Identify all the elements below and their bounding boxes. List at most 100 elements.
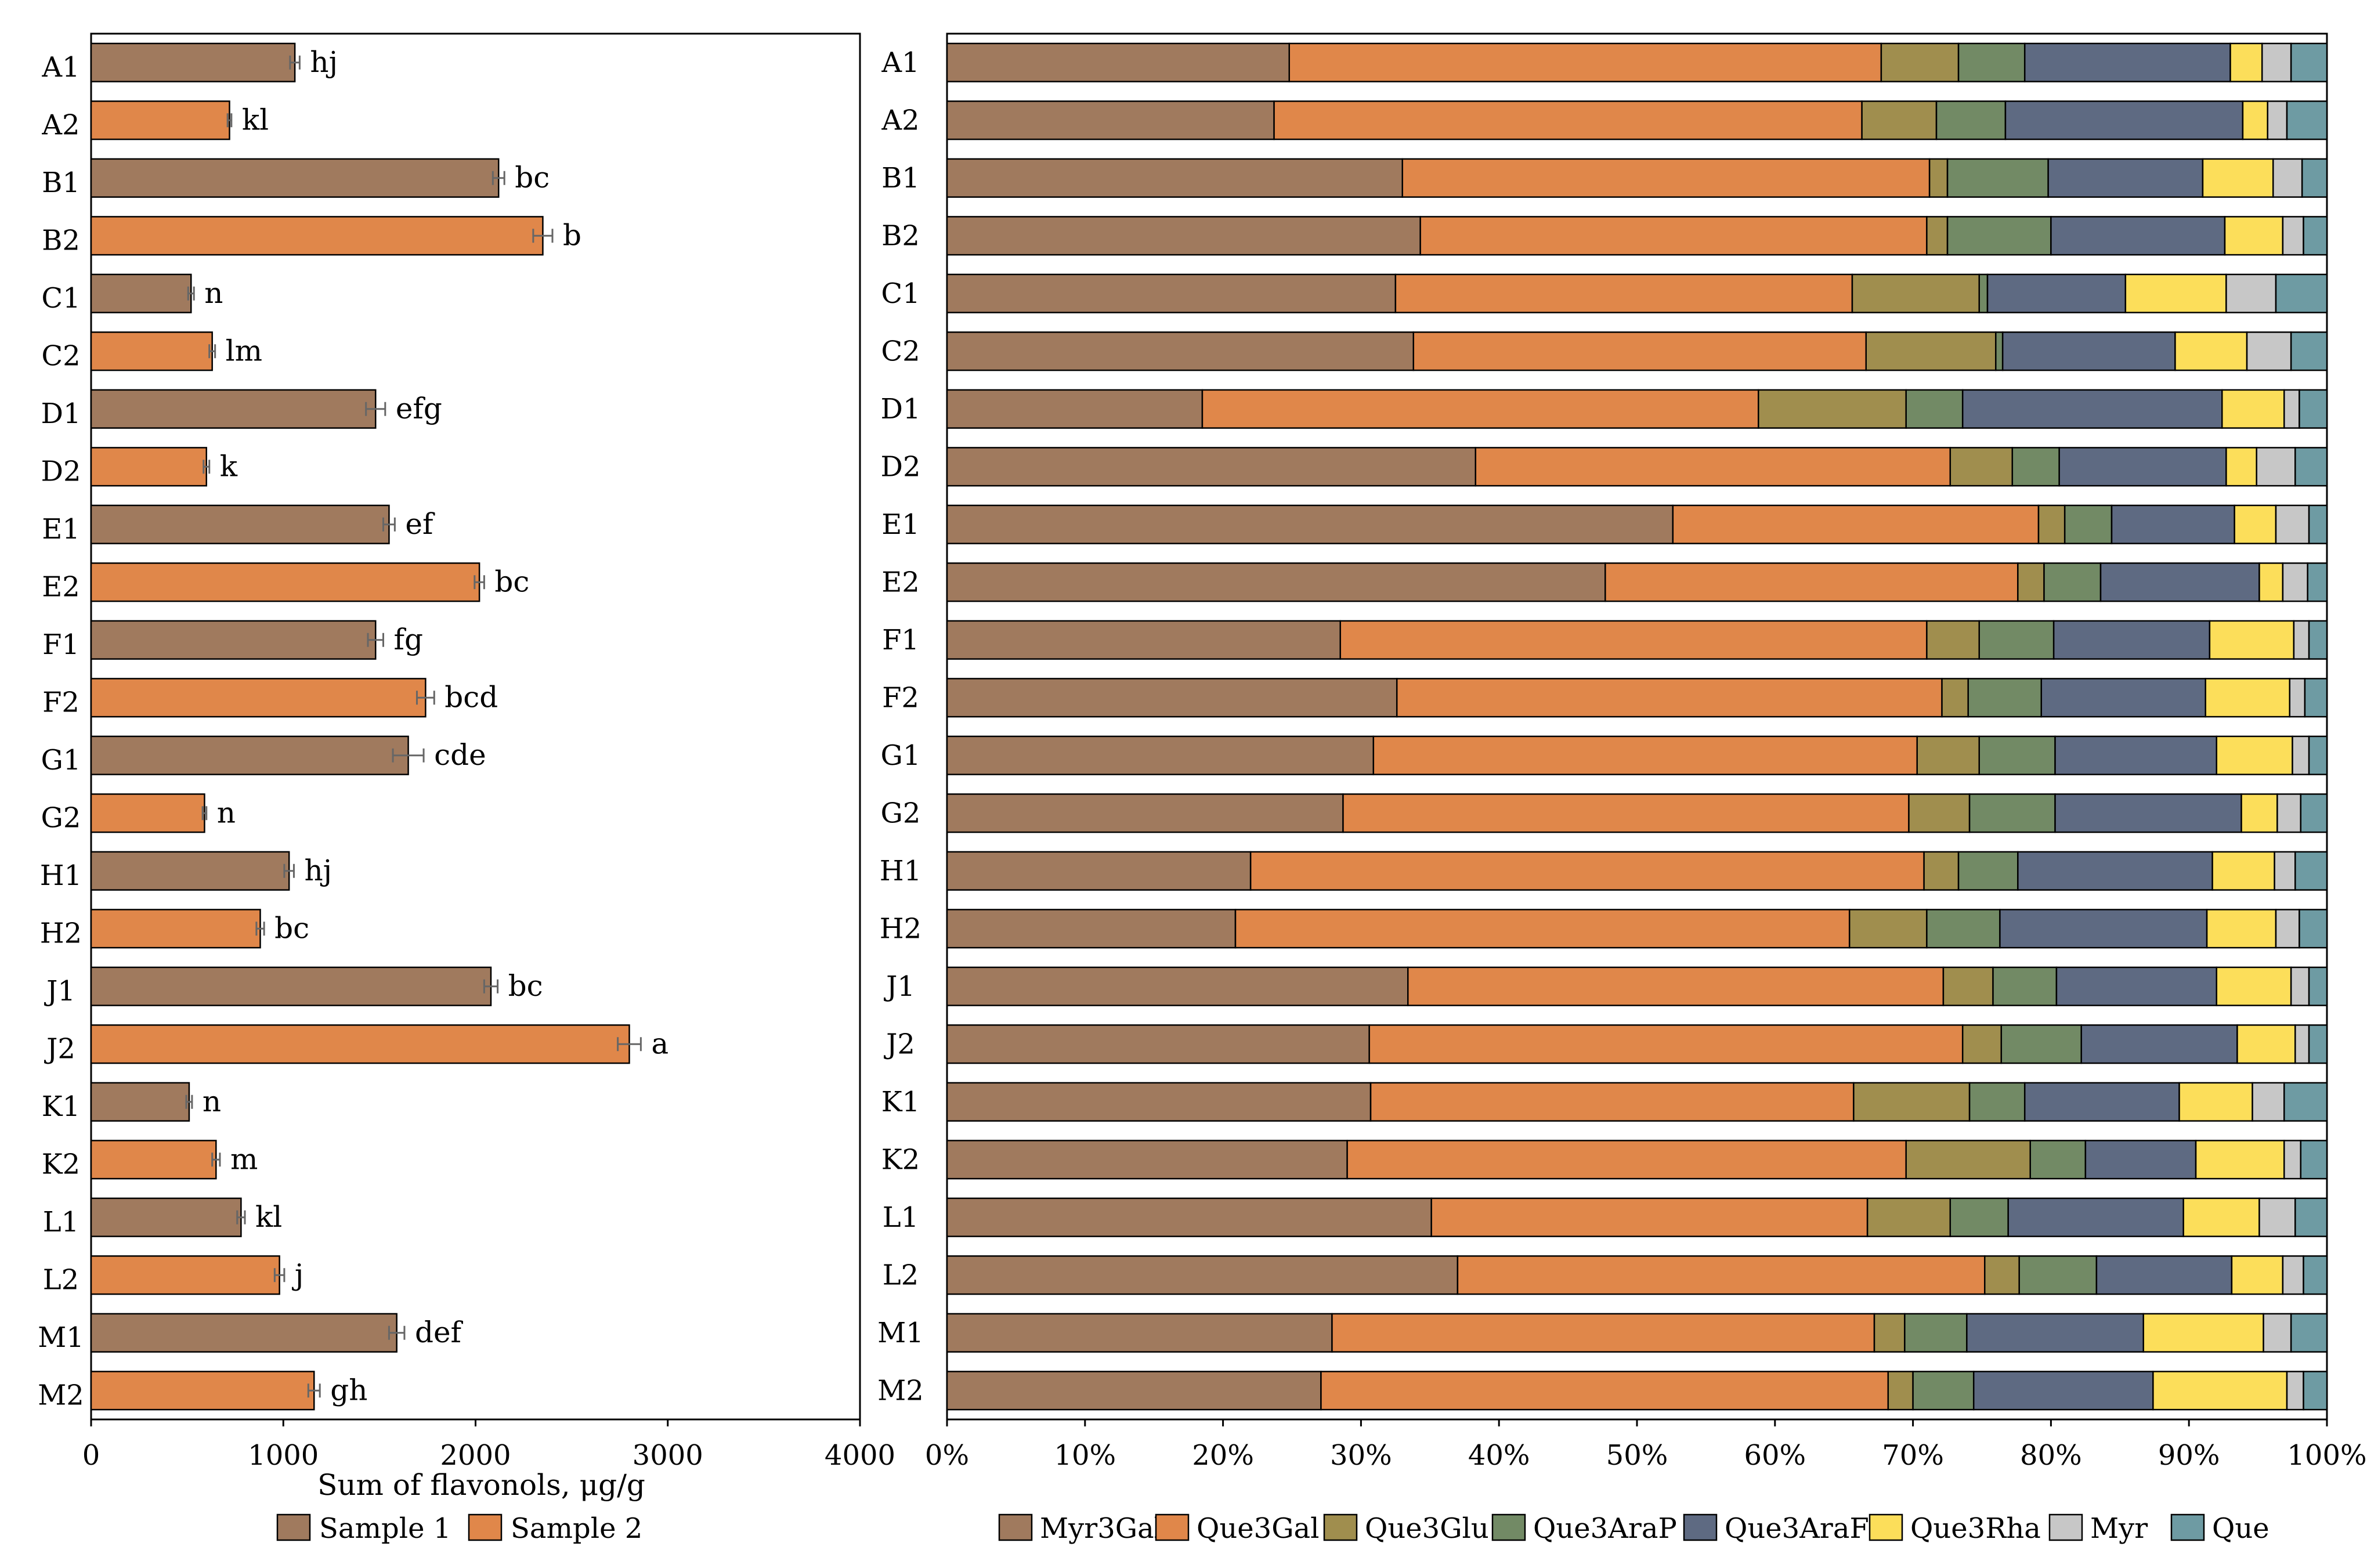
segment-A2-Que3AraF <box>2004 100 2244 140</box>
segment-G1-Que3Rha <box>2216 735 2293 775</box>
segment-J2-Que3Gal <box>1368 1024 1964 1064</box>
segment-D1-Que3Rha <box>2221 389 2285 429</box>
segment-F1-Myr3Gal <box>946 620 1341 660</box>
segment-D2-Que3Glu <box>1949 447 2014 487</box>
significance-label-K1: n <box>203 1085 221 1118</box>
segment-G2-Myr <box>2276 793 2302 833</box>
significance-label-A1: hj <box>310 45 338 79</box>
bar-F1 <box>90 620 377 660</box>
segment-M1-Myr3Gal <box>946 1313 1333 1353</box>
segment-A2-Myr3Gal <box>946 100 1275 140</box>
segment-G1-Myr <box>2292 735 2310 775</box>
segment-A1-Que3Glu <box>1880 42 1960 82</box>
segment-M2-Que3Gal <box>1320 1371 1889 1411</box>
x-tick-label-right-2: 20% <box>1192 1439 1254 1472</box>
segment-B2-Que3Gal <box>1419 216 1928 256</box>
bar-C1 <box>90 273 192 313</box>
segment-E2-Myr3Gal <box>946 562 1606 602</box>
segment-A2-Que3Gal <box>1273 100 1863 140</box>
segment-J2-Myr3Gal <box>946 1024 1370 1064</box>
segment-H1-Que <box>2294 851 2328 891</box>
y-tick-label-right-L2: L2 <box>883 1259 919 1291</box>
segment-A2-Que3Glu <box>1861 100 1938 140</box>
legend-label-Myr3Gal: Myr3Gal <box>1040 1512 1163 1545</box>
x-tick-label-right-7: 70% <box>1882 1439 1944 1472</box>
y-tick-label-right-D2: D2 <box>880 450 920 483</box>
bar-K1 <box>90 1082 190 1122</box>
segment-M2-Que3AraP <box>1912 1371 1975 1411</box>
y-tick-label-E1: E1 <box>42 513 80 545</box>
segment-E2-Myr <box>2282 562 2308 602</box>
legend-label-2: Sample 2 <box>511 1512 642 1545</box>
segment-A2-Que <box>2286 100 2328 140</box>
segment-D1-Que3Glu <box>1758 389 1907 429</box>
segment-C2-Que3AraF <box>2001 331 2176 371</box>
x-tick-label-right-3: 30% <box>1330 1439 1392 1472</box>
segment-D2-Que3AraF <box>2058 447 2227 487</box>
segment-F1-Myr <box>2293 620 2310 660</box>
segment-C2-Que <box>2290 331 2328 371</box>
significance-label-L2: j <box>292 1258 304 1291</box>
segment-J2-Que3Glu <box>1961 1024 2003 1064</box>
segment-B2-Que3Rha <box>2224 216 2284 256</box>
segment-J2-Que3Rha <box>2236 1024 2296 1064</box>
significance-label-C2: lm <box>226 334 262 367</box>
legend-swatch-2 <box>468 1513 503 1541</box>
legend-label-Que3Rha: Que3Rha <box>1910 1512 2041 1545</box>
segment-G2-Que <box>2300 793 2328 833</box>
x-tick-label-right-6: 60% <box>1744 1439 1806 1472</box>
x-tick-label-right-1: 10% <box>1054 1439 1116 1472</box>
segment-A2-Myr <box>2267 100 2288 140</box>
segment-C1-Que3Rha <box>2124 273 2227 313</box>
segment-L2-Que3AraP <box>2018 1255 2098 1295</box>
segment-H1-Que3AraF <box>2017 851 2213 891</box>
y-tick-label-right-J1: J1 <box>883 970 915 1003</box>
segment-K1-Que <box>2283 1082 2328 1122</box>
segment-M2-Que <box>2303 1371 2328 1411</box>
segment-K1-Que3AraP <box>1968 1082 2026 1122</box>
bar-L2 <box>90 1255 280 1295</box>
segment-H1-Que3Rha <box>2211 851 2275 891</box>
significance-label-B2: b <box>563 218 581 252</box>
segment-M2-Myr <box>2286 1371 2304 1411</box>
segment-J1-Que3Gal <box>1407 966 1945 1006</box>
bar-D1 <box>90 389 377 429</box>
y-tick-label-right-B2: B2 <box>881 219 920 252</box>
segment-K1-Que3AraF <box>2023 1082 2180 1122</box>
segment-M1-Que3AraP <box>1904 1313 1968 1353</box>
bar-J2 <box>90 1024 630 1064</box>
bar-A2 <box>90 100 230 140</box>
significance-label-J2: a <box>651 1027 668 1060</box>
segment-G2-Que3Gal <box>1342 793 1910 833</box>
y-tick-label-L1: L1 <box>43 1206 79 1238</box>
segment-E1-Que3Rha <box>2234 504 2277 544</box>
y-tick-label-C2: C2 <box>41 339 80 372</box>
y-tick-label-F1: F1 <box>42 628 79 661</box>
segment-K2-Que3Gal <box>1346 1140 1907 1180</box>
segment-F2-Que3Glu <box>1941 678 1969 718</box>
segment-M1-Que3Rha <box>2142 1313 2264 1353</box>
segment-H2-Myr3Gal <box>946 909 1237 949</box>
bar-D2 <box>90 447 207 487</box>
x-tick-label-3000: 3000 <box>633 1439 703 1472</box>
segment-A1-Que <box>2290 42 2328 82</box>
segment-M1-Que <box>2290 1313 2328 1353</box>
bar-L1 <box>90 1197 242 1237</box>
segment-E1-Que3Glu <box>2037 504 2066 544</box>
bar-E2 <box>90 562 480 602</box>
segment-C2-Que3AraP <box>1995 331 2004 371</box>
y-tick-label-right-C2: C2 <box>881 335 920 367</box>
segment-F2-Que3AraP <box>1967 678 2043 718</box>
x-tick-label-4000: 4000 <box>825 1439 895 1472</box>
y-tick-label-C1: C1 <box>41 282 80 315</box>
segment-G1-Que3Gal <box>1372 735 1918 775</box>
legend-swatch-Que3AraF <box>1683 1513 1718 1541</box>
segment-J2-Que <box>2308 1024 2328 1064</box>
segment-B2-Que3Glu <box>1926 216 1949 256</box>
y-tick-label-H2: H2 <box>40 917 82 949</box>
y-tick-label-right-A1: A1 <box>881 46 919 79</box>
y-tick-label-right-B1: B1 <box>881 162 920 194</box>
segment-B1-Myr <box>2272 158 2303 198</box>
segment-C2-Que3Rha <box>2174 331 2248 371</box>
segment-M1-Que3AraF <box>1966 1313 2144 1353</box>
